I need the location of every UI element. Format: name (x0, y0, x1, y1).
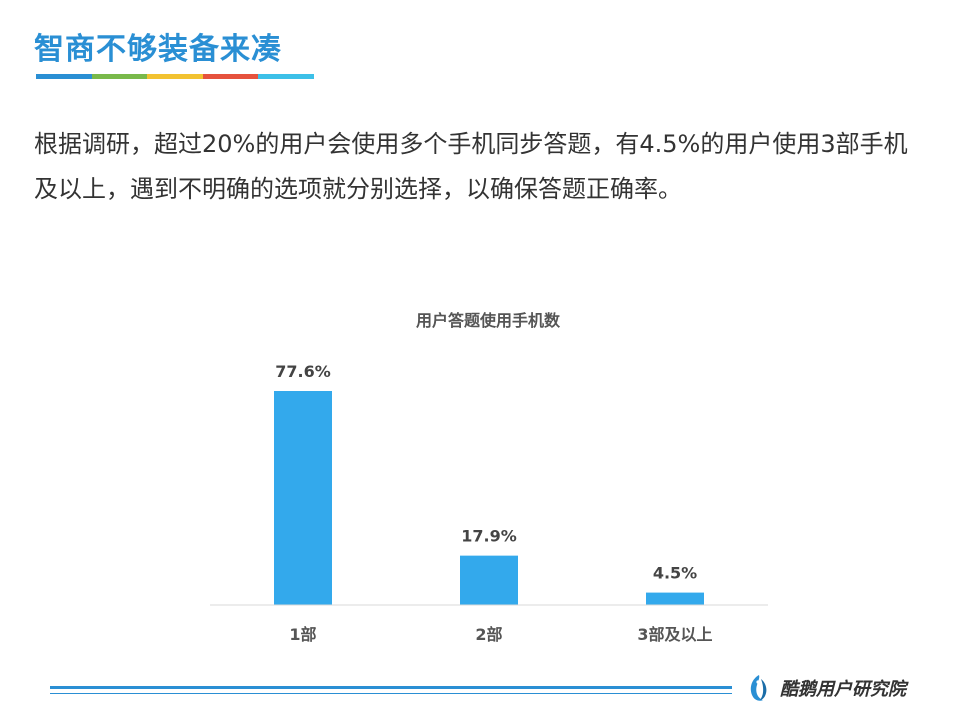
brand: 酷鹅用户研究院 (746, 672, 906, 704)
bar (460, 555, 518, 605)
bar-value-label: 77.6% (275, 362, 331, 381)
chart-title: 用户答题使用手机数 (416, 311, 561, 330)
title-underline-segment (258, 74, 314, 79)
x-tick-label: 3部及以上 (637, 625, 712, 644)
x-tick-label: 2部 (475, 625, 502, 644)
brand-logo-icon (750, 675, 767, 701)
bar (646, 592, 704, 605)
bar (274, 391, 332, 605)
title-underline (36, 74, 314, 79)
bar-value-label: 4.5% (653, 564, 697, 583)
bars-group: 77.6% 1部 17.9% 2部 4.5% 3部及以上 (274, 362, 713, 644)
brand-name: 酷鹅用户研究院 (780, 679, 906, 700)
title-underline-segment (91, 74, 148, 79)
x-tick-label: 1部 (289, 625, 316, 644)
title-underline-segment (202, 74, 259, 79)
title-underline-segment (147, 74, 203, 79)
body-text: 根据调研，超过20%的用户会使用多个手机同步答题，有4.5%的用户使用3部手机及… (34, 130, 908, 203)
title-underline-segment (36, 74, 92, 79)
footer-line-thin (50, 693, 732, 694)
slide-title: 智商不够装备来凑 (34, 32, 282, 67)
bar-value-label: 17.9% (461, 527, 517, 546)
footer-line-thick (50, 686, 732, 689)
